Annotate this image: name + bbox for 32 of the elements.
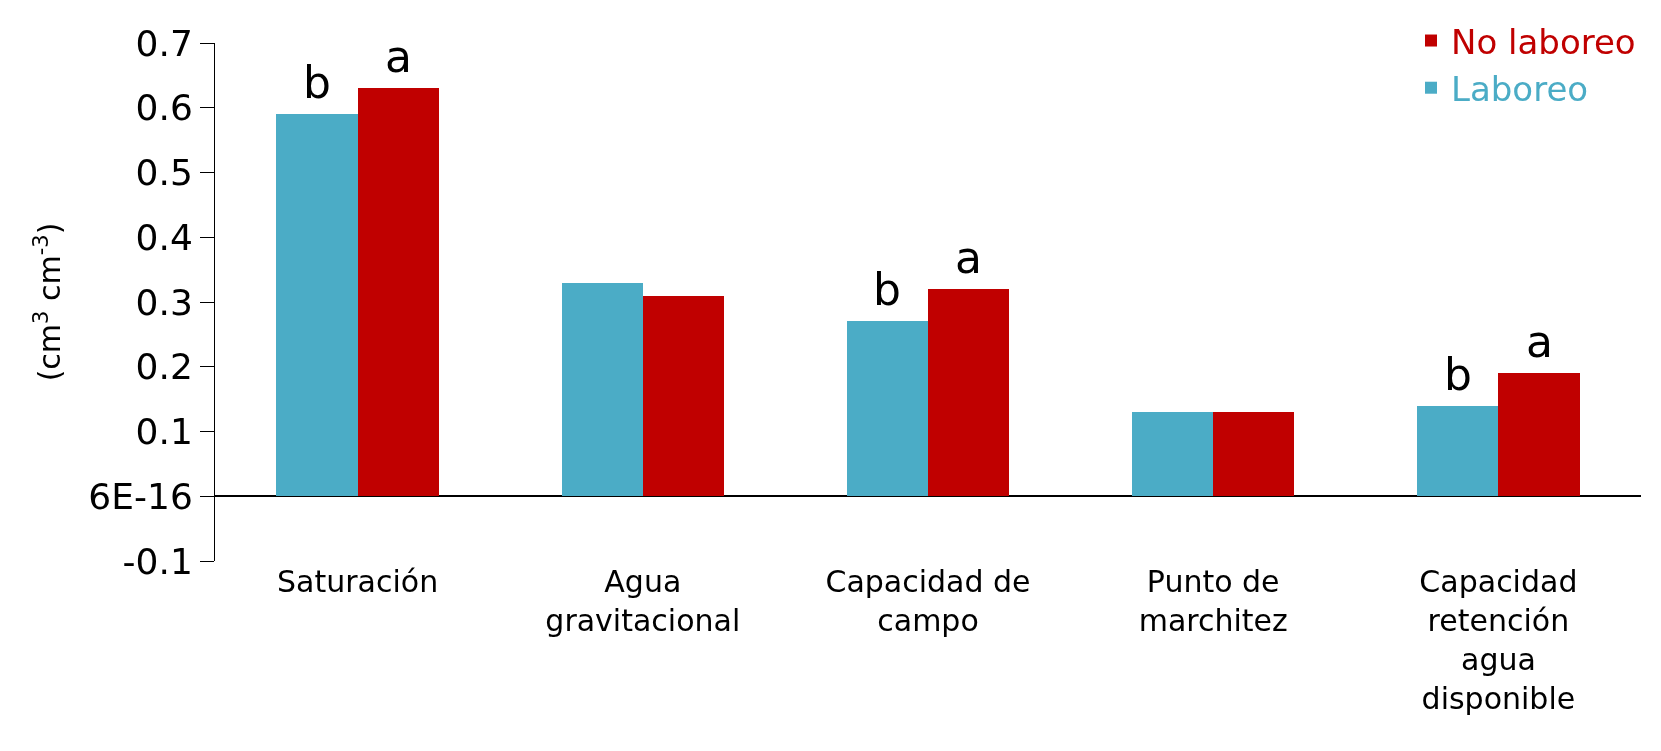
y-tick-label: 0.3 xyxy=(135,281,193,323)
bar xyxy=(847,321,928,496)
legend-label: No laboreo xyxy=(1451,21,1636,62)
y-tick-label: 0.6 xyxy=(135,87,193,129)
bar xyxy=(1417,406,1498,496)
bar xyxy=(643,296,724,496)
annotation: b xyxy=(1444,349,1472,400)
y-tick-label: 6E-16 xyxy=(88,475,193,517)
legend-label: Laboreo xyxy=(1451,68,1589,109)
bar xyxy=(1498,373,1580,496)
x-tick-label: Capacidad de campo xyxy=(825,564,1031,638)
bar xyxy=(358,88,439,496)
y-tick-label: 0.4 xyxy=(135,216,193,258)
bar xyxy=(562,283,643,496)
bar xyxy=(928,289,1009,496)
annotation: a xyxy=(955,232,982,283)
bar xyxy=(1213,412,1294,496)
y-tick-label: -0.1 xyxy=(122,540,193,582)
annotation: b xyxy=(303,57,331,108)
annotation: a xyxy=(385,31,412,82)
y-tick-label: 0.2 xyxy=(135,346,193,388)
annotation: b xyxy=(873,264,901,315)
y-tick-label: 0.5 xyxy=(135,152,193,194)
y-tick-label: 0.7 xyxy=(135,22,193,64)
y-tick-label: 0.1 xyxy=(135,411,193,453)
bar xyxy=(276,114,358,496)
x-tick-label: Capacidad retención agua disponible xyxy=(1419,564,1578,716)
annotation: a xyxy=(1526,316,1553,367)
x-tick-label: Agua gravitacional xyxy=(545,564,741,638)
bar xyxy=(1132,412,1213,496)
x-tick-label: Punto de marchitez xyxy=(1138,564,1288,638)
x-tick-label: Saturación xyxy=(277,564,439,599)
